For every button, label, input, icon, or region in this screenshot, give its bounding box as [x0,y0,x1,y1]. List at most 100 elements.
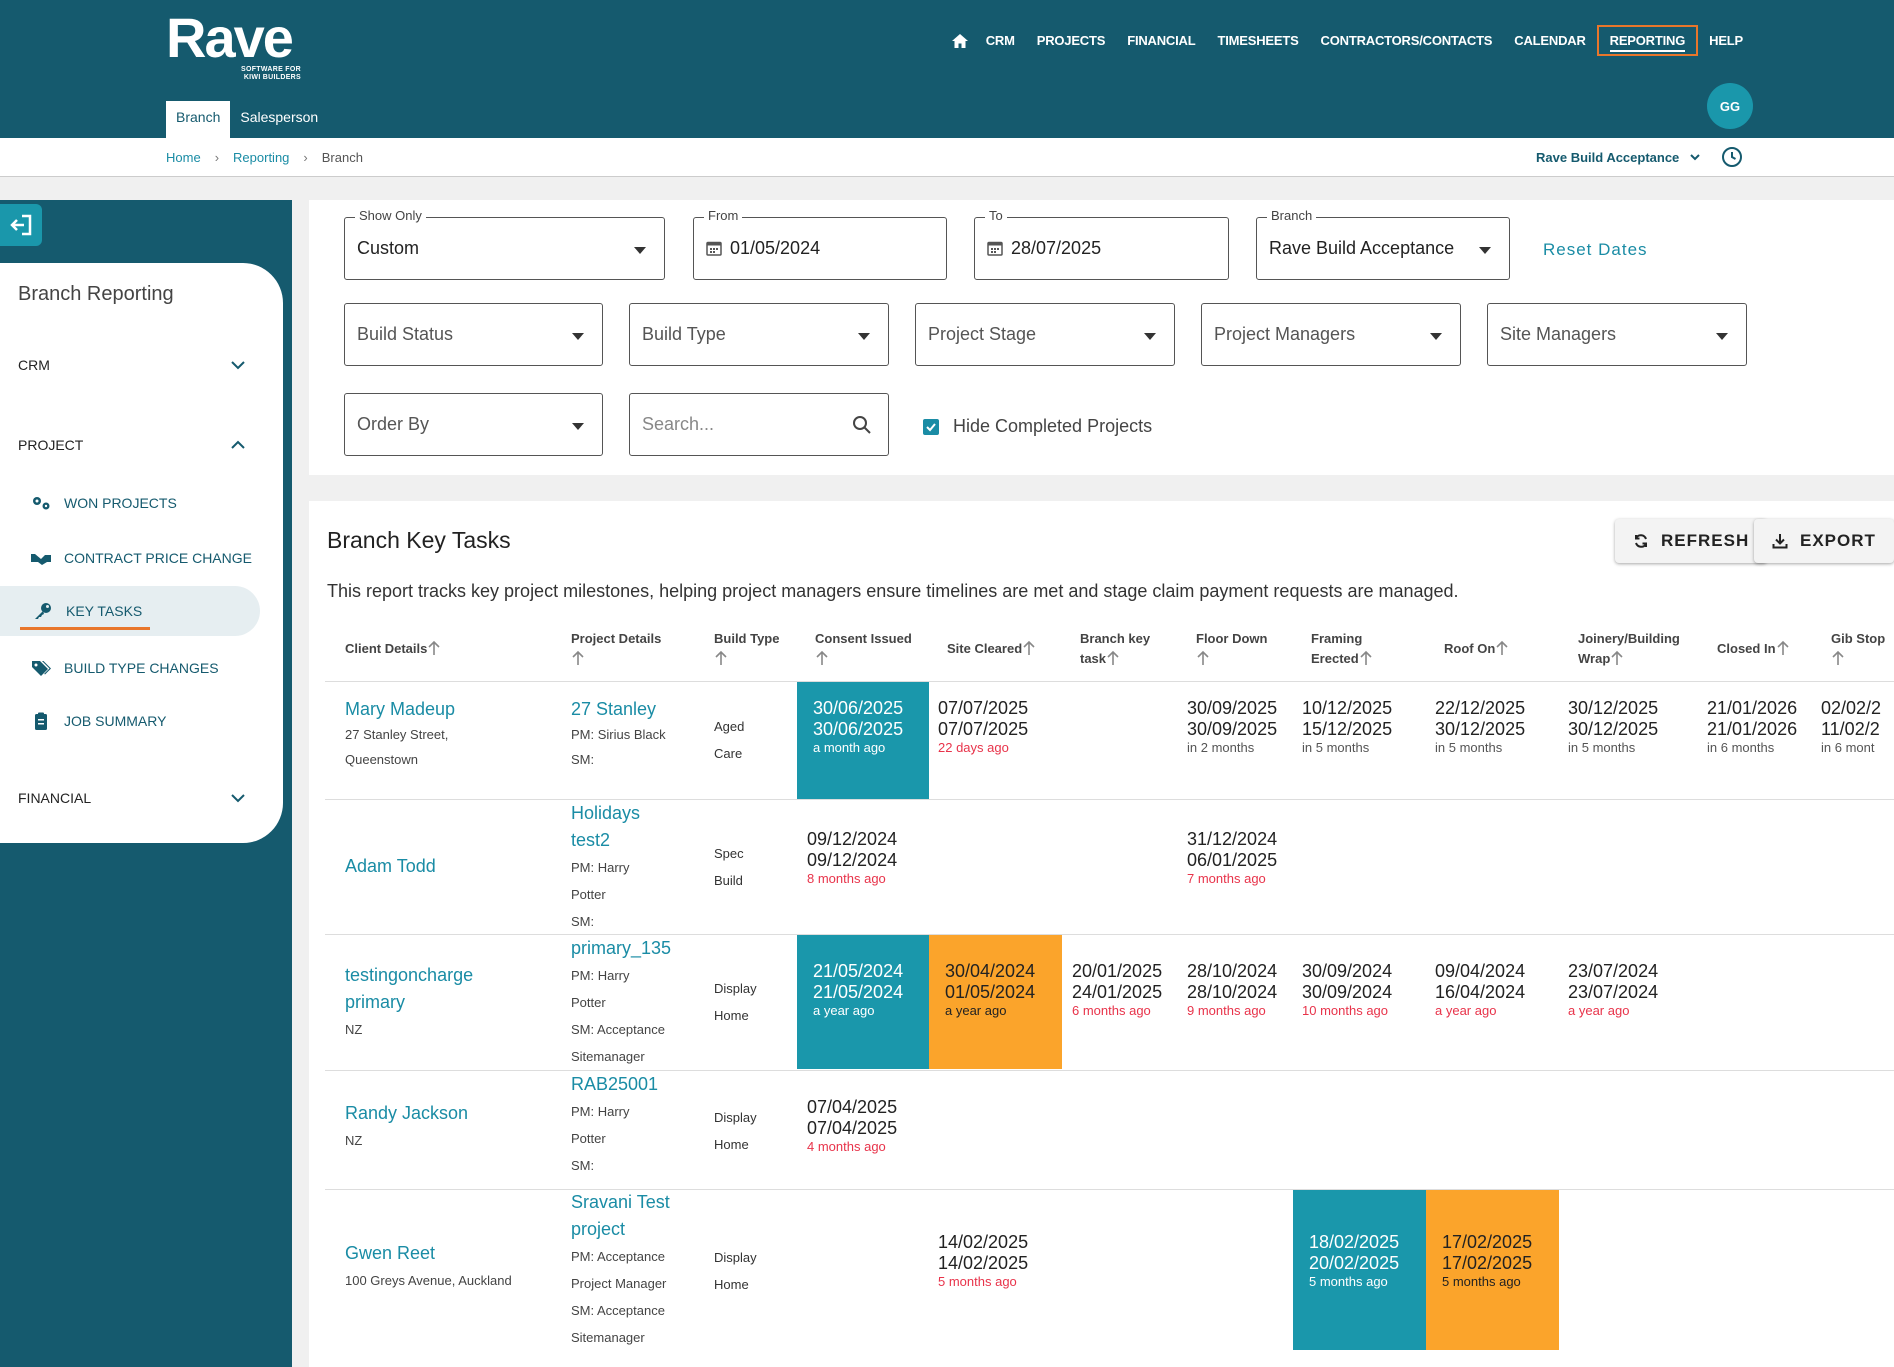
client-name-link[interactable]: Mary Madeup [345,699,456,719]
nav-crm[interactable]: CRM [985,33,1015,48]
reset-dates-button[interactable]: Reset Dates [1543,240,1648,259]
roof-on-cell[interactable]: 09/04/2024 16/04/2024 a year ago [1419,935,1551,1069]
framing-cell[interactable]: 10/12/2025 15/12/2025 in 5 months [1286,682,1418,799]
tab-salesperson[interactable]: Salesperson [240,109,319,125]
col-project-details[interactable]: Project Details [571,629,661,669]
sidebar-item-label: WON PROJECTS [64,495,177,511]
closed-in-cell[interactable]: 21/01/2026 21/01/2026 in 6 months [1691,682,1811,799]
col-joinery-building-wrap[interactable]: Joinery/Building Wrap [1578,629,1680,669]
nav-projects[interactable]: PROJECTS [1036,33,1106,48]
project-name-link[interactable]: Holidays [571,803,641,823]
framing-cell[interactable]: 18/02/2025 20/02/2025 5 months ago [1293,1190,1426,1350]
nav-financial[interactable]: FINANCIAL [1127,33,1196,48]
table-row-5-project: Sravani Test project PM: Acceptance Proj… [571,1189,670,1351]
build-type-select[interactable]: Build Type [629,303,889,366]
build-status-placeholder: Build Status [357,324,454,344]
show-only-select[interactable]: Show Only Custom [344,208,665,280]
sort-arrow-icon [1197,650,1209,665]
client-name-link[interactable]: Randy Jackson [345,1103,469,1123]
nav-calendar[interactable]: CALENDAR [1514,33,1586,48]
project-name-link[interactable]: test2 [571,830,611,850]
col-site-cleared[interactable]: Site Cleared [947,639,1036,659]
project-managers-select[interactable]: Project Managers [1201,303,1461,366]
consent-cell[interactable]: 21/05/2024 21/05/2024 a year ago [797,935,929,1069]
user-avatar[interactable]: GG [1707,83,1753,129]
project-name-link[interactable]: primary_135 [571,938,672,958]
rave-logo[interactable]: Rave SOFTWARE FOR KIWI BUILDERS [166,10,301,82]
nav-reporting[interactable]: REPORTING [1596,25,1699,56]
sidebar-section-financial[interactable]: FINANCIAL [18,790,248,806]
sidebar-item-job-summary[interactable]: JOB SUMMARY [30,696,260,746]
project-stage-select[interactable]: Project Stage [915,303,1175,366]
col-floor-down[interactable]: Floor Down [1196,629,1268,669]
project-name-link[interactable]: Sravani Test [571,1192,670,1212]
sidebar-item-contract-price-change[interactable]: CONTRACT PRICE CHANGE [30,533,260,583]
client-name-link[interactable]: Gwen Reet [345,1243,436,1263]
col-branch-key-task[interactable]: Branch key task [1080,629,1150,669]
from-date-field[interactable]: From 01/05/2024 [693,208,947,280]
consent-cell[interactable]: 09/12/2024 09/12/2024 8 months ago [791,813,923,923]
report-title: Branch Key Tasks [327,527,511,553]
sidebar-section-project[interactable]: PROJECT [18,437,248,453]
joinery-cell[interactable]: 23/07/2024 23/07/2024 a year ago [1552,935,1684,1069]
floor-down-cell[interactable]: 31/12/2024 06/01/2025 7 months ago [1171,813,1291,923]
col-roof-on[interactable]: Roof On [1444,639,1509,659]
date-actual: 21/01/2026 [1707,719,1798,739]
branch-key-cell[interactable]: 20/01/2025 24/01/2025 6 months ago [1056,935,1176,1069]
export-button[interactable]: EXPORT [1754,519,1894,563]
build-status-select[interactable]: Build Status [344,303,603,366]
breadcrumb-home[interactable]: Home [166,150,201,165]
client-name-link[interactable]: Adam Todd [345,856,436,876]
roof-on-cell[interactable]: 17/02/2025 17/02/2025 5 months ago [1426,1190,1559,1350]
project-sm: SM: [571,1158,595,1173]
col-gib-stop[interactable]: Gib Stop [1831,629,1885,669]
search-input[interactable]: Search... [629,393,889,456]
consent-cell[interactable]: 07/04/2025 07/04/2025 4 months ago [791,1081,923,1181]
chevron-down-icon [1690,154,1700,161]
sidebar-section-crm[interactable]: CRM [18,357,248,373]
breadcrumb-reporting[interactable]: Reporting [233,150,290,165]
col-client-details[interactable]: Client Details [345,639,441,659]
framing-cell[interactable]: 30/09/2024 30/09/2024 10 months ago [1286,935,1418,1069]
project-name-link[interactable]: 27 Stanley [571,699,657,719]
nav-contractors-contacts[interactable]: CONTRACTORS/CONTACTS [1320,33,1493,48]
checkbox-checked[interactable] [923,418,939,435]
nav-timesheets[interactable]: TIMESHEETS [1217,33,1299,48]
search-icon[interactable] [852,415,872,435]
filters-panel: Show Only Custom From 01/05/2024 To 28/0… [309,200,1894,475]
consent-cell[interactable]: 30/06/2025 30/06/2025 a month ago [797,682,929,799]
branch-filter-select[interactable]: Branch Rave Build Acceptance [1256,208,1510,280]
floor-down-cell[interactable]: 30/09/2025 30/09/2025 in 2 months [1171,682,1291,799]
collapse-sidebar-button[interactable] [0,204,42,246]
site-managers-select[interactable]: Site Managers [1487,303,1747,366]
order-by-select[interactable]: Order By [344,393,603,456]
to-date-field[interactable]: To 28/07/2025 [974,208,1229,280]
joinery-cell[interactable]: 30/12/2025 30/12/2025 in 5 months [1552,682,1684,799]
sidebar-item-key-tasks[interactable]: KEY TASKS [0,586,260,636]
site-cleared-cell[interactable]: 30/04/2024 01/05/2024 a year ago [929,935,1062,1069]
sidebar-item-build-type-changes[interactable]: BUILD TYPE CHANGES [30,643,260,693]
client-address: 27 Stanley Street, [345,727,449,742]
col-closed-in[interactable]: Closed In [1717,639,1790,659]
col-framing-erected[interactable]: Framing Erected [1311,629,1373,669]
col-build-type[interactable]: Build Type [714,629,779,669]
tab-branch[interactable]: Branch [166,101,231,138]
site-cleared-cell[interactable]: 07/07/2025 07/07/2025 22 days ago [922,682,1054,799]
home-icon[interactable] [951,33,969,49]
project-name-link[interactable]: project [571,1219,626,1239]
hide-completed-checkbox[interactable]: Hide Completed Projects [923,416,1152,437]
nav-help[interactable]: HELP [1709,33,1743,48]
refresh-button[interactable]: REFRESH [1615,519,1768,563]
branch-selector[interactable]: Rave Build Acceptance [1536,150,1701,165]
clock-icon[interactable] [1720,145,1744,169]
col-consent-issued[interactable]: Consent Issued [815,629,912,669]
gib-stop-cell[interactable]: 02/02/2 11/02/2 in 6 mont [1805,682,1894,799]
build-type-text: Spec [714,846,744,861]
project-name-link[interactable]: RAB25001 [571,1074,659,1094]
site-cleared-cell[interactable]: 14/02/2025 14/02/2025 5 months ago [922,1190,1054,1350]
client-name-link[interactable]: primary [345,992,406,1012]
client-name-link[interactable]: testingoncharge [345,965,474,985]
floor-down-cell[interactable]: 28/10/2024 28/10/2024 9 months ago [1171,935,1291,1069]
sidebar-item-won-projects[interactable]: WON PROJECTS [30,478,260,528]
roof-on-cell[interactable]: 22/12/2025 30/12/2025 in 5 months [1419,682,1551,799]
